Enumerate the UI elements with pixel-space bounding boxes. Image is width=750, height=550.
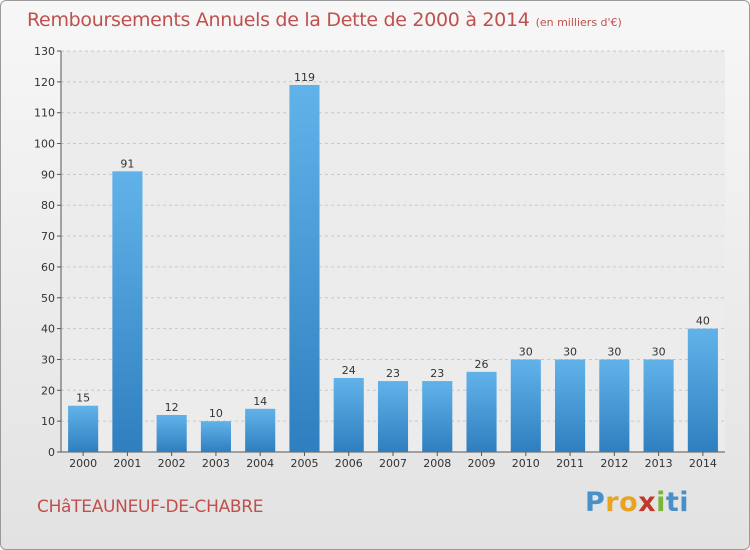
bar-value-label: 119 [294,71,315,84]
bar [245,408,276,452]
x-tick-label: 2003 [202,457,230,470]
y-tick-label: 40 [41,323,55,336]
chart-unit: (en milliers d'€) [535,16,622,29]
proxiti-logo: Proxiti [585,487,689,518]
x-tick-label: 2012 [600,457,628,470]
y-tick-label: 0 [48,446,55,459]
logo-letter: t [665,487,680,518]
logo-letter: x [638,487,657,518]
bar-value-label: 24 [342,364,356,377]
bar [333,377,364,452]
x-tick-label: 2001 [113,457,141,470]
bar-value-label: 10 [209,407,223,420]
bar-value-label: 23 [386,367,400,380]
x-tick-label: 2010 [512,457,540,470]
bar [377,381,409,452]
y-tick-label: 30 [41,353,55,366]
logo-letter: i [679,487,690,518]
bar [599,359,630,452]
bar [112,171,143,453]
y-tick-label: 80 [41,199,55,212]
town-name: CHâTEAUNEUF-DE-CHABRE [37,497,264,517]
bar-value-label: 30 [563,345,577,358]
x-tick-label: 2000 [69,457,97,470]
bar [156,414,187,452]
y-tick-label: 100 [34,138,55,151]
y-tick-label: 70 [41,230,55,243]
x-tick-label: 2004 [246,457,274,470]
y-tick-label: 20 [41,384,55,397]
bar-value-label: 40 [696,315,710,328]
chart-title-text: Remboursements Annuels de la Dette de 20… [27,9,530,31]
bar-value-label: 23 [430,367,444,380]
x-tick-label: 2008 [423,457,451,470]
bar-value-label: 91 [120,157,134,170]
logo-letter: i [656,487,666,518]
x-tick-label: 2013 [645,457,673,470]
bar [289,84,320,452]
logo-letter: P [585,487,606,518]
y-tick-label: 50 [41,292,55,305]
x-tick-label: 2014 [689,457,717,470]
x-tick-label: 2011 [556,457,584,470]
x-tick-label: 2002 [158,457,186,470]
y-tick-label: 110 [34,107,55,120]
x-tick-label: 2005 [290,457,318,470]
bar-value-label: 12 [165,401,179,414]
bar [68,405,99,452]
bar [466,371,497,452]
logo-letter: r [605,487,620,518]
bar-value-label: 30 [519,345,533,358]
y-tick-label: 60 [41,261,55,274]
bar-value-label: 30 [607,345,621,358]
bar [422,381,453,452]
bar-value-label: 30 [652,345,666,358]
bar [643,359,674,452]
y-tick-label: 10 [41,415,55,428]
bar [555,359,586,452]
bar [510,359,541,452]
logo-letter: o [619,487,639,518]
bar [687,328,718,452]
y-tick-label: 130 [34,45,55,58]
bar-value-label: 26 [475,358,489,371]
y-tick-label: 90 [41,168,55,181]
bar-value-label: 14 [253,395,267,408]
bar-value-label: 15 [76,392,90,405]
x-tick-label: 2007 [379,457,407,470]
bar [200,421,231,452]
x-tick-label: 2006 [335,457,363,470]
chart-title: Remboursements Annuels de la Dette de 20… [27,9,622,31]
x-tick-label: 2009 [468,457,496,470]
y-tick-label: 120 [34,76,55,89]
